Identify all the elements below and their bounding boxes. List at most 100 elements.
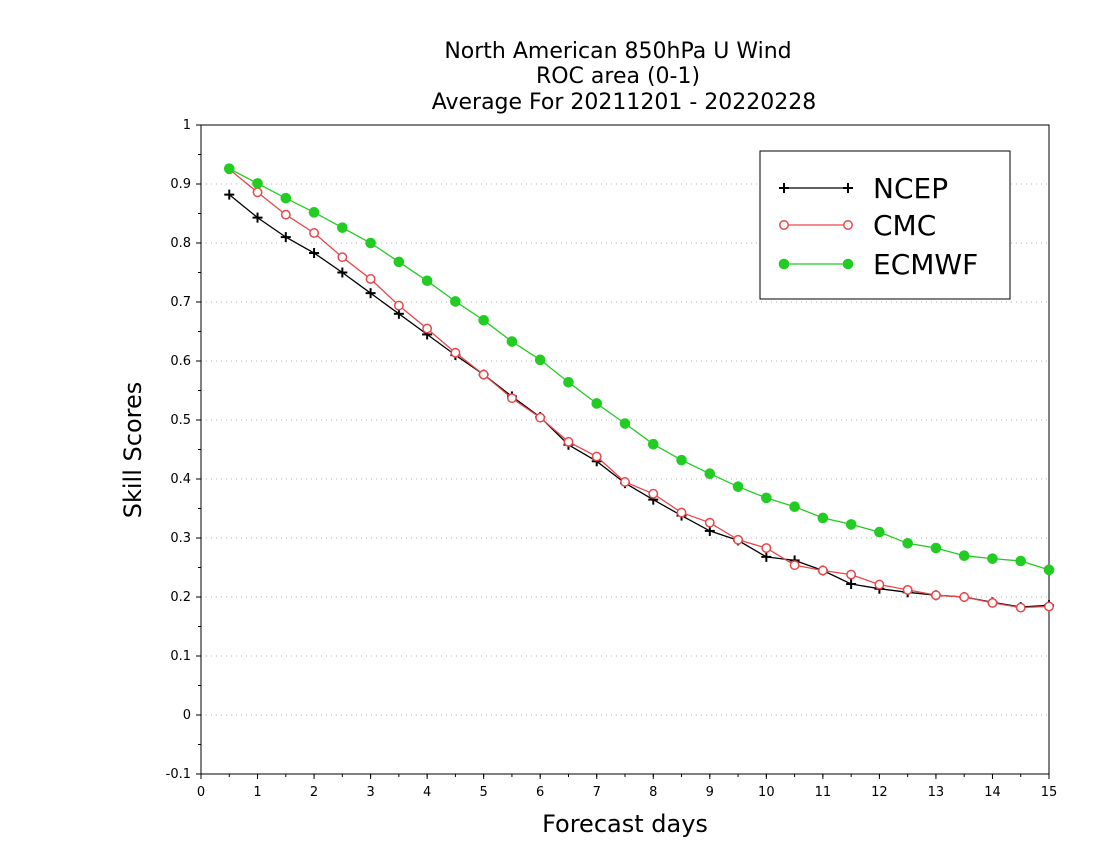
data-point-ecmwf [987, 553, 998, 564]
data-point-ecmwf [817, 512, 829, 524]
data-point-cmc [591, 451, 602, 462]
data-point-ecmwf [223, 163, 235, 174]
y-tick-label: 0.5 [170, 413, 191, 428]
data-point-cmc [930, 590, 941, 601]
x-axis-label: Forecast days [542, 810, 708, 838]
y-tick-label: 0.6 [170, 354, 191, 369]
data-point-ecmwf [1015, 555, 1027, 567]
data-point-cmc [1015, 602, 1026, 613]
data-point-cmc [676, 507, 687, 518]
data-point-ecmwf [450, 296, 461, 307]
x-tick-label: 14 [984, 785, 1001, 800]
y-tick-label: 0.4 [170, 472, 191, 487]
data-point-cmc [874, 579, 885, 590]
data-point-cmc [761, 543, 772, 553]
legend-label-cmc: CMC [873, 209, 936, 242]
data-point-cmc [506, 393, 517, 404]
data-point-ecmwf [563, 376, 574, 388]
x-axis: 0 1 2 3 4 5 6 7 8 9 10 11 12 13 14 15 [197, 774, 1057, 800]
data-point-cmc [817, 565, 828, 576]
data-point-ecmwf [874, 526, 885, 538]
y-tick-label: 0.8 [170, 236, 191, 251]
data-point-ecmwf [789, 501, 800, 513]
chart-title-line-3: Average For 20211201 - 20220228 [432, 90, 817, 115]
data-point-ecmwf [930, 542, 942, 554]
y-tick-label: 0.7 [170, 295, 191, 310]
y-tick-label: 0.1 [170, 649, 191, 664]
data-point-cmc [846, 569, 857, 580]
legend-entry-cmc: CMC [779, 209, 936, 242]
legend-marker-ecmwf [842, 258, 854, 270]
legend-label-ncep: NCEP [873, 172, 948, 205]
x-tick-label: 8 [649, 785, 657, 800]
legend-entries: NCEP CMC ECMWF [778, 172, 978, 281]
y-tick-label: 0.2 [170, 590, 191, 605]
data-point-ecmwf [647, 438, 659, 450]
data-point-ecmwf [902, 538, 913, 549]
data-point-ecmwf [308, 207, 320, 218]
data-point-ecmwf [676, 454, 687, 466]
data-point-ncep [761, 551, 772, 562]
x-tick-label: 3 [366, 785, 374, 800]
data-point-cmc [1044, 601, 1054, 612]
data-point-ecmwf [845, 519, 857, 530]
data-point-ecmwf [393, 256, 405, 268]
y-tick-label: 0 [183, 708, 191, 723]
data-point-ecmwf [478, 314, 489, 326]
x-tick-label: 2 [310, 785, 318, 800]
y-tick-label: 1 [183, 118, 191, 133]
data-point-cmc [252, 187, 263, 198]
x-tick-label: 15 [1041, 785, 1058, 800]
data-point-cmc [365, 274, 376, 284]
legend: NCEP CMC ECMWF [759, 150, 1011, 300]
data-point-cmc [789, 560, 800, 571]
legend-marker-ncep [779, 183, 789, 193]
data-point-ecmwf [252, 178, 263, 189]
data-point-ecmwf [506, 336, 518, 347]
x-tick-label: 5 [480, 785, 488, 800]
data-point-cmc [422, 323, 433, 334]
data-point-ecmwf [619, 418, 631, 429]
data-point-cmc [450, 347, 461, 358]
data-point-cmc [337, 252, 348, 263]
data-point-ncep [337, 267, 348, 278]
data-point-cmc [535, 412, 546, 423]
data-point-cmc [959, 592, 970, 602]
data-point-cmc [704, 517, 715, 528]
chart-title-line-1: North American 850hPa U Wind [444, 39, 791, 64]
data-point-ecmwf [421, 275, 433, 287]
data-point-ecmwf [958, 550, 970, 562]
x-tick-label: 1 [253, 785, 261, 800]
x-tick-label: 4 [423, 785, 431, 800]
x-tick-label: 10 [758, 785, 775, 800]
data-point-ecmwf [365, 237, 376, 249]
data-point-ncep [280, 232, 291, 243]
data-point-cmc [648, 488, 659, 499]
chart-title: North American 850hPa U Wind ROC area (0… [432, 39, 817, 115]
data-point-cmc [620, 477, 630, 487]
legend-marker-cmc [779, 220, 789, 230]
legend-entry-ncep: NCEP [779, 172, 948, 205]
data-point-cmc [478, 369, 489, 380]
data-point-ncep [224, 189, 235, 200]
data-point-ecmwf [704, 468, 716, 479]
data-point-cmc [733, 534, 744, 545]
x-tick-label: 12 [871, 785, 888, 800]
data-point-ecmwf [534, 354, 546, 366]
data-point-ecmwf [732, 481, 744, 492]
data-point-cmc [280, 209, 291, 220]
chart-title-line-2: ROC area (0-1) [536, 64, 700, 89]
x-tick-label: 9 [706, 785, 714, 800]
legend-entry-ecmwf: ECMWF [778, 248, 978, 281]
data-point-cmc [563, 436, 574, 447]
y-axis: -0.1 0 0.1 0.2 0.3 0.4 0.5 0.6 0.7 0.8 0.9 1 [166, 118, 201, 782]
legend-marker-cmc [843, 220, 853, 230]
y-axis-label: Skill Scores [119, 382, 147, 519]
x-tick-label: 7 [593, 785, 601, 800]
data-point-ecmwf [337, 222, 348, 233]
y-tick-label: 0.3 [170, 531, 191, 546]
data-point-cmc [902, 584, 913, 595]
x-tick-label: 0 [197, 785, 205, 800]
